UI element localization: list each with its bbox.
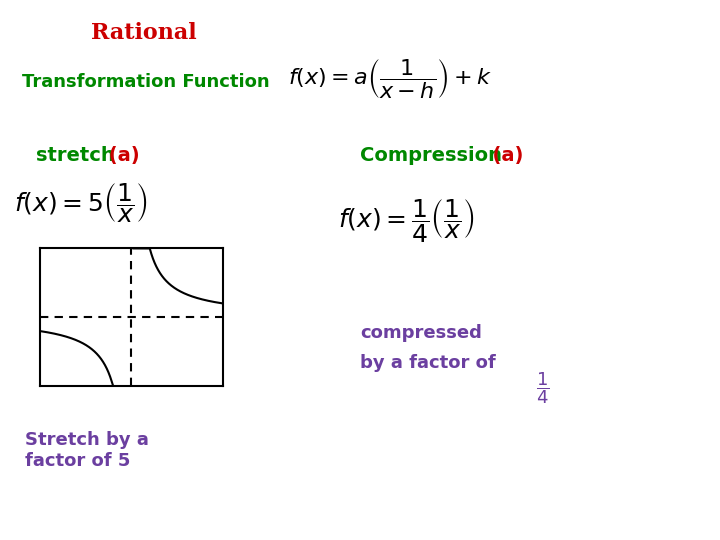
Text: Stretch by a
factor of 5: Stretch by a factor of 5 <box>25 431 149 470</box>
Text: by a factor of: by a factor of <box>360 354 496 372</box>
Text: (a): (a) <box>479 146 523 165</box>
Text: $\dfrac{1}{4}$: $\dfrac{1}{4}$ <box>536 370 550 406</box>
Text: Compression: Compression <box>360 146 502 165</box>
Text: (a): (a) <box>102 146 140 165</box>
Text: compressed: compressed <box>360 324 482 342</box>
Text: Transformation Function: Transformation Function <box>22 73 269 91</box>
Text: $f(x) = \dfrac{1}{4}\left(\dfrac{1}{x}\right)$: $f(x) = \dfrac{1}{4}\left(\dfrac{1}{x}\r… <box>338 197 474 245</box>
Text: Rational: Rational <box>91 22 197 44</box>
Text: $f(x) = a\left(\dfrac{1}{x-h}\right)+k$: $f(x) = a\left(\dfrac{1}{x-h}\right)+k$ <box>288 57 492 100</box>
Text: stretch: stretch <box>36 146 114 165</box>
Text: $f(x) = 5\left(\dfrac{1}{x}\right)$: $f(x) = 5\left(\dfrac{1}{x}\right)$ <box>14 181 148 225</box>
